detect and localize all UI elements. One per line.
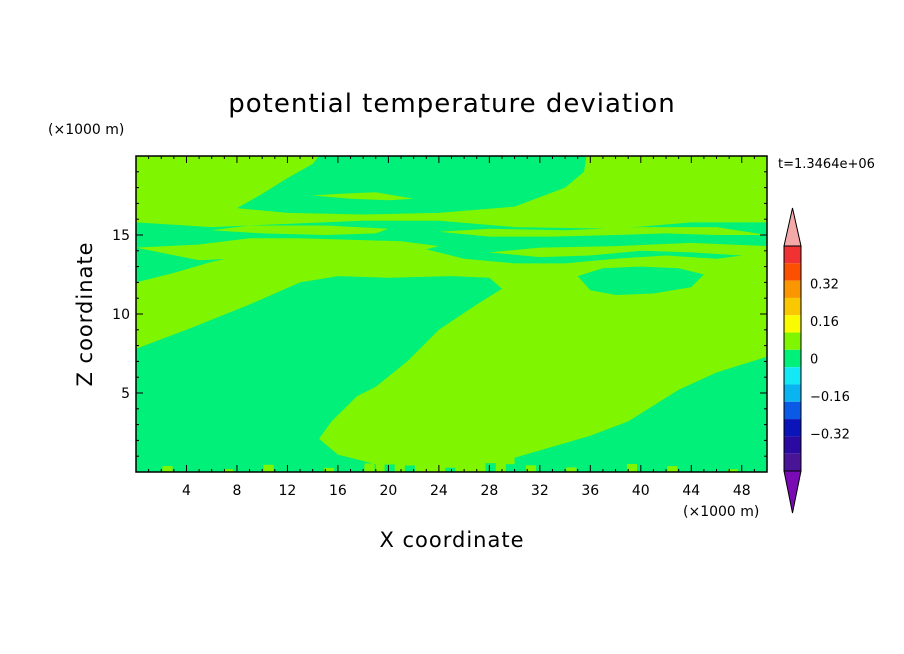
positive-region-5 (312, 192, 414, 201)
speckle (485, 463, 496, 472)
speckle (526, 465, 537, 472)
speckle (626, 464, 637, 472)
speckle (243, 463, 254, 472)
colorbar-segment (784, 367, 801, 385)
speckle (687, 467, 698, 472)
speckle (505, 464, 516, 472)
colorbar-under-triangle (783, 470, 802, 514)
speckle (707, 468, 718, 472)
colorbar-segment (784, 419, 801, 437)
positive-region-0 (211, 225, 389, 235)
x-tick-label: 40 (632, 483, 650, 499)
y-tick-label: 10 (112, 307, 130, 323)
negative-region-0 (136, 276, 502, 472)
speckle (606, 469, 617, 472)
y-axis-ticks: 5 10 15 (112, 171, 767, 457)
speckle (364, 463, 375, 472)
positive-region-4 (585, 156, 767, 199)
speckle (465, 468, 476, 472)
x-tick-label: 32 (531, 483, 549, 499)
x-axis-label: X coordinate (379, 528, 524, 552)
colorbar-segment (784, 297, 801, 316)
speckle (404, 465, 415, 472)
colorbar-segment (784, 401, 801, 420)
speckle (202, 468, 213, 472)
colorbar-segment (784, 315, 801, 333)
negative-region-2 (577, 266, 704, 295)
colorbar-segment (784, 280, 801, 298)
positive-region-3 (489, 242, 767, 258)
colorbar-label: 0 (810, 353, 818, 368)
speckle (283, 465, 294, 472)
colorbar-over-triangle (783, 207, 802, 247)
colorbar-segment (784, 263, 801, 281)
colorbar-label: −0.16 (810, 390, 850, 405)
speckle (384, 464, 395, 472)
speckle (324, 467, 335, 472)
colorbar-segment (784, 332, 801, 350)
colorbar: 0.32 0.16 0 −0.16 −0.32 (783, 207, 850, 514)
y-axis-label: Z coordinate (73, 241, 97, 386)
x-tick-label: 24 (430, 483, 448, 499)
positive-region-6 (148, 201, 225, 213)
colorbar-segment (784, 349, 801, 368)
colorbar-label: 0.32 (810, 278, 839, 293)
colorbar-label: −0.32 (810, 428, 850, 443)
negative-region-4 (237, 156, 587, 215)
x-tick-label: 12 (279, 483, 297, 499)
negative-region-3 (136, 220, 767, 283)
negative-regions (136, 156, 767, 472)
speckle (223, 469, 234, 472)
speckle (263, 464, 274, 472)
y-tick-label: 15 (112, 228, 130, 244)
colorbar-frame (783, 245, 802, 472)
speckle (566, 467, 577, 472)
speckle (586, 468, 597, 472)
x-axis-ticks: 4 8 12 16 20 24 28 32 36 40 44 48 (148, 156, 755, 499)
colorbar-segment (784, 453, 801, 471)
x-tick-label: 48 (733, 483, 751, 499)
chart-title: potential temperature deviation (228, 89, 675, 119)
speckle (182, 467, 193, 472)
x-tick-label: 44 (682, 483, 700, 499)
x-tick-label: 36 (581, 483, 599, 499)
positive-regions (136, 156, 767, 261)
speckle (425, 466, 436, 472)
colorbar-label: 0.16 (810, 315, 839, 330)
y-tick-label: 5 (121, 386, 130, 402)
x-tick-label: 20 (379, 483, 397, 499)
negative-region-1 (514, 356, 767, 472)
x-tick-label: 28 (480, 483, 498, 499)
y-unit-label: (×1000 m) (48, 122, 124, 138)
speckle (445, 467, 456, 472)
speckle (727, 469, 738, 472)
time-label: t=1.3464e+06 (778, 157, 875, 172)
colorbar-segment (784, 436, 801, 454)
colorbar-segment (784, 246, 801, 264)
speckle (162, 466, 173, 472)
x-tick-label: 16 (329, 483, 347, 499)
x-unit-label: (×1000 m) (683, 504, 759, 520)
speckle (667, 466, 678, 472)
colorbar-segment (784, 384, 801, 402)
positive-region-2 (136, 238, 439, 261)
speckle (546, 466, 557, 472)
speckle (748, 463, 759, 472)
speckle (344, 469, 355, 472)
speckle (142, 465, 153, 472)
positive-region-1 (438, 227, 767, 237)
noise-band (142, 463, 759, 472)
x-tick-label: 4 (182, 483, 191, 499)
speckle (647, 465, 658, 472)
x-tick-label: 8 (232, 483, 241, 499)
speckle (303, 466, 314, 472)
